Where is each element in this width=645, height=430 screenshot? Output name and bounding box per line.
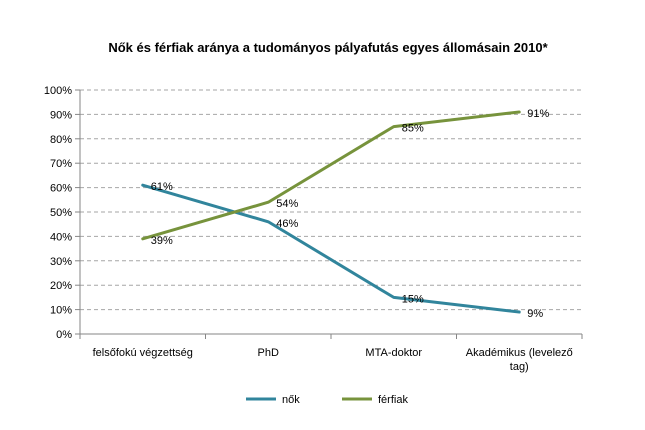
data-label: 46% bbox=[276, 218, 298, 230]
x-tick-label: PhD bbox=[258, 347, 279, 359]
y-tick-labels: 0% 10% 20% 30% 40% 50% 60% 70% 80% 90% 100% bbox=[44, 85, 72, 341]
data-label: 15% bbox=[402, 293, 424, 305]
x-tick-label: MTA-doktor bbox=[365, 347, 422, 359]
data-labels: 61% 46% 15% 9% 39% 54% 85% 91% bbox=[151, 108, 550, 320]
y-tick-label: 50% bbox=[50, 207, 72, 219]
y-tick-label: 80% bbox=[50, 134, 72, 146]
data-label: 54% bbox=[276, 198, 298, 210]
data-label: 85% bbox=[402, 123, 424, 135]
gridlines bbox=[80, 89, 582, 311]
y-tick-label: 90% bbox=[50, 109, 72, 121]
y-tick-label: 20% bbox=[50, 280, 72, 292]
data-label: 91% bbox=[527, 108, 549, 120]
y-tick-label: 10% bbox=[50, 305, 72, 317]
x-tick-label: felsőfokú végzettség bbox=[93, 347, 193, 359]
x-tick-labels: felsőfokú végzettség PhD MTA-doktor Akadémi… bbox=[93, 347, 573, 373]
series-line-1 bbox=[141, 183, 521, 314]
x-tick-label: Akadémikus (levelező tag) bbox=[466, 347, 573, 373]
y-tick-label: 100% bbox=[44, 85, 72, 97]
series bbox=[141, 110, 521, 314]
data-label: 61% bbox=[151, 181, 173, 193]
y-tick-label: 60% bbox=[50, 183, 72, 195]
legend-label: férfiak bbox=[378, 394, 408, 406]
axes bbox=[75, 89, 583, 339]
data-label: 9% bbox=[527, 308, 543, 320]
chart-title: Nők és férfiak aránya a tudományos pálya… bbox=[108, 40, 548, 55]
y-tick-label: 30% bbox=[50, 256, 72, 268]
legend: nők férfiak bbox=[246, 394, 408, 406]
y-tick-label: 40% bbox=[50, 231, 72, 243]
y-tick-label: 70% bbox=[50, 158, 72, 170]
y-tick-label: 0% bbox=[56, 329, 72, 341]
series-line-2 bbox=[141, 110, 521, 241]
legend-label: nők bbox=[282, 394, 300, 406]
data-label: 39% bbox=[151, 235, 173, 247]
